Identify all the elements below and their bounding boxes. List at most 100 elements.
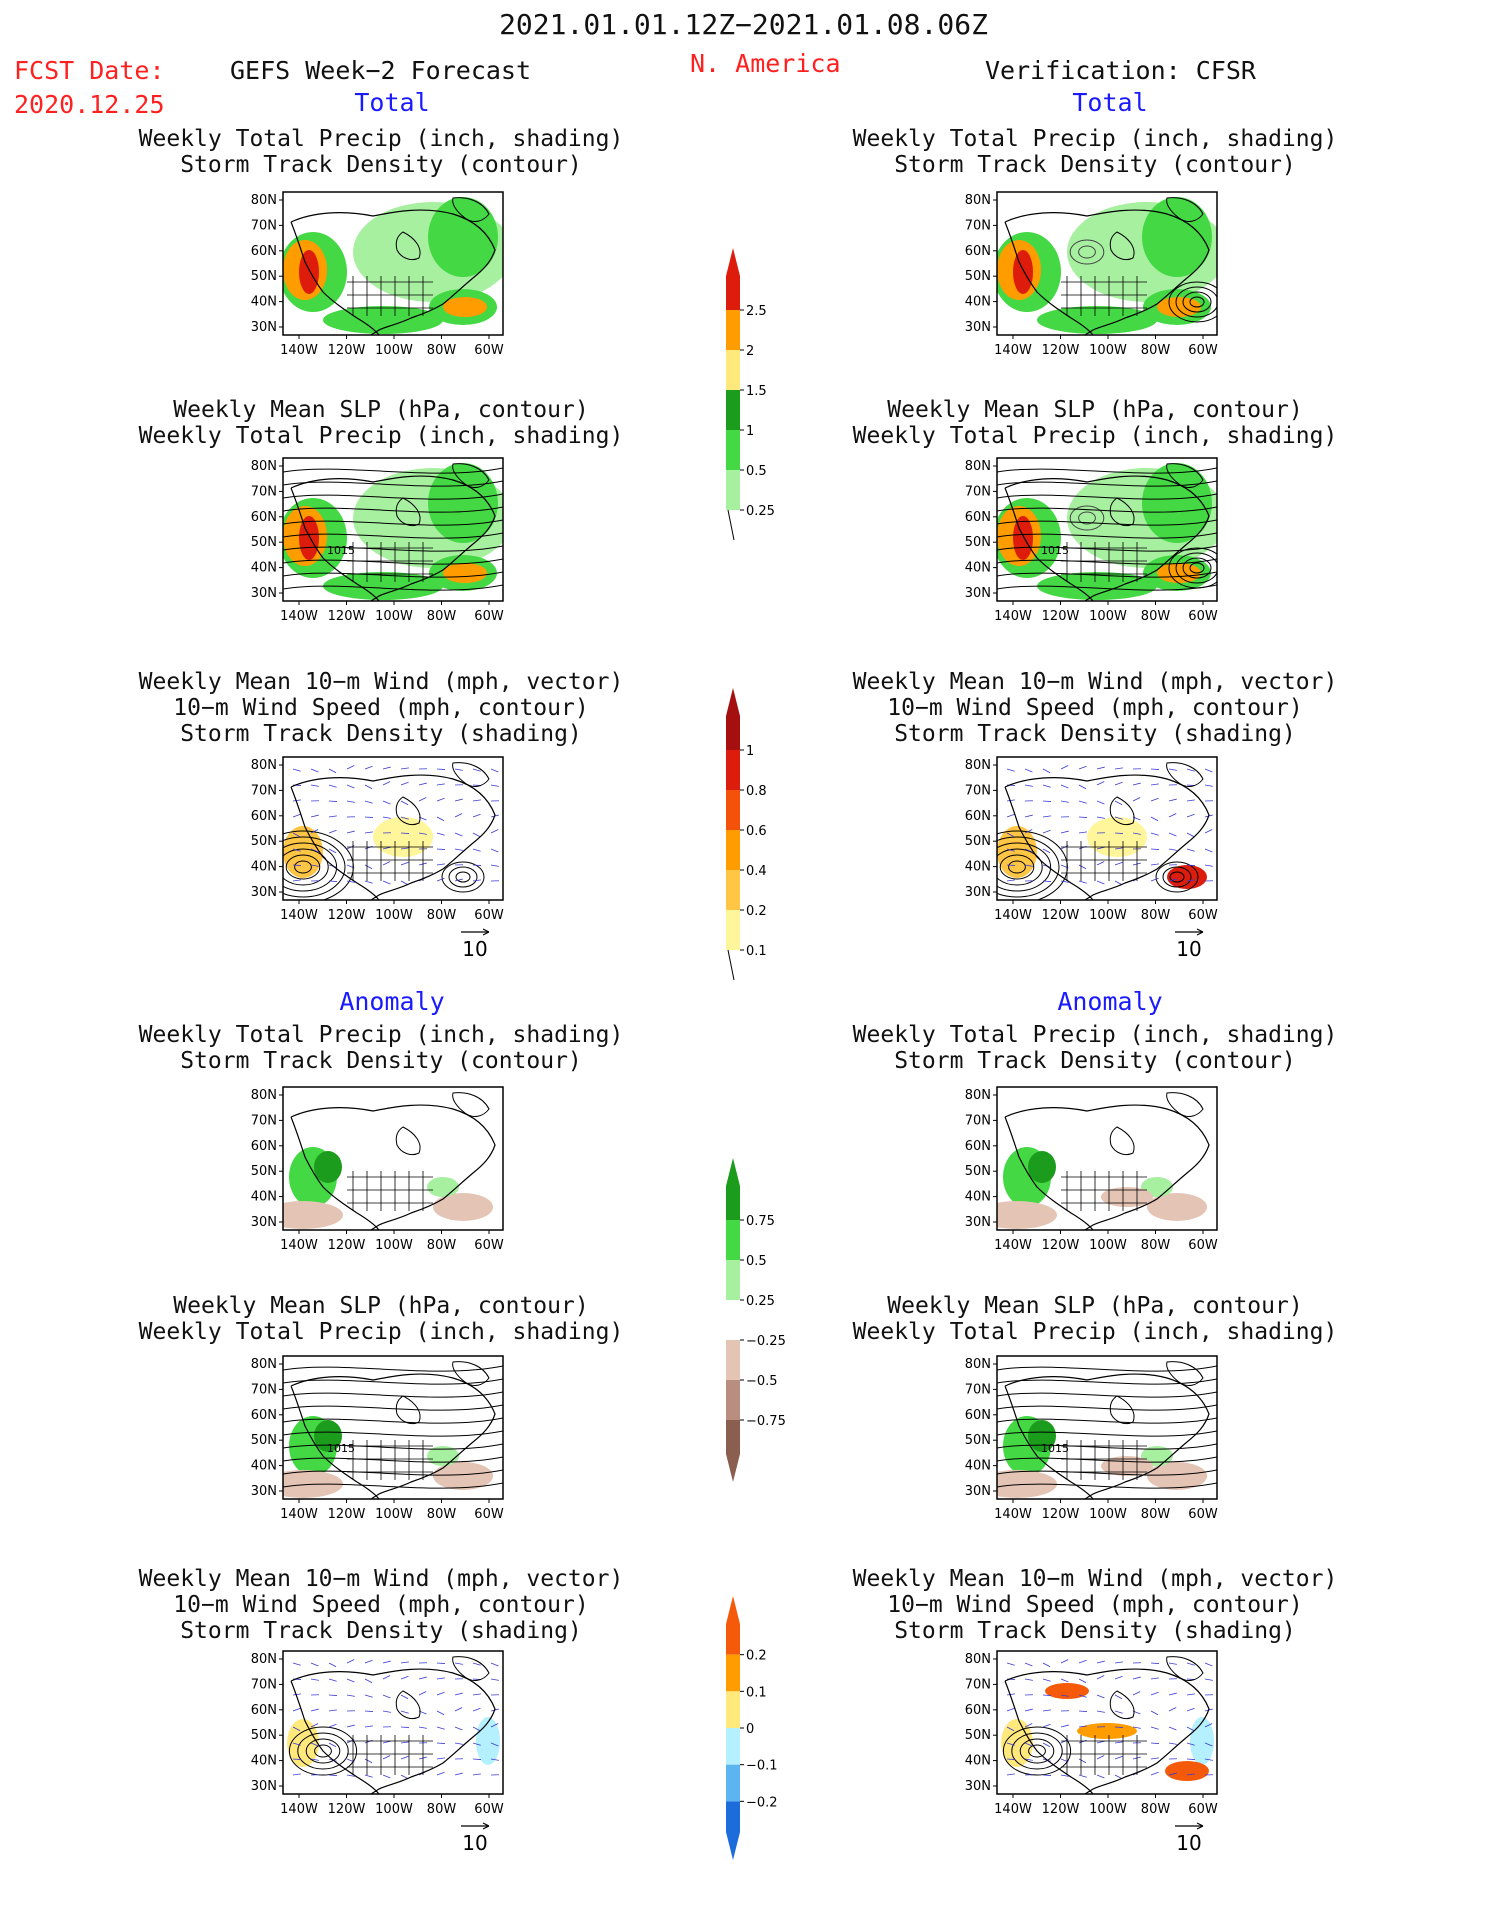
wind-vector <box>1006 848 1015 852</box>
colorbar-label: 0.8 <box>746 784 767 799</box>
section-label-anomaly-left: Anomaly <box>339 987 445 1016</box>
lat-tick-label: 30N <box>965 885 991 900</box>
lon-tick-label: 100W <box>375 609 413 624</box>
wind-vector <box>400 1726 410 1728</box>
slp-isobar <box>997 493 1217 500</box>
wind-vector <box>1150 1710 1159 1716</box>
lon-tick-label: 140W <box>280 1802 318 1817</box>
contour-line <box>997 836 1060 898</box>
wind-vector <box>292 848 301 852</box>
colorbar-label: 2 <box>746 344 754 359</box>
wind-vector <box>436 1757 445 1760</box>
wind-vector <box>1060 800 1069 803</box>
wind-vector <box>454 813 463 818</box>
panel-title-line: Storm Track Density (contour) <box>894 1048 1296 1074</box>
wind-vector <box>400 847 409 850</box>
wind-vector <box>1186 1773 1195 1776</box>
lat-tick-label: 60N <box>251 1408 277 1423</box>
colorbar-precip_anom: 0.75 0.5 0.25 −0.25 −0.5 −0.75 <box>726 1158 786 1482</box>
wind-vector <box>1204 1678 1213 1681</box>
wind-vector <box>490 848 499 853</box>
map-area <box>997 192 1217 335</box>
colorbar-label: −0.2 <box>746 1795 778 1810</box>
lon-tick-label: 60W <box>474 1507 504 1522</box>
lon-tick-label: 140W <box>280 908 318 923</box>
wind-vector <box>1078 784 1087 790</box>
colorbar-swatch <box>726 1380 740 1420</box>
slp-contour-label: 1015 <box>1041 1442 1069 1455</box>
lat-tick-label: 30N <box>251 1779 277 1794</box>
slp-isobar <box>283 532 503 539</box>
wind-vector <box>400 1694 409 1700</box>
coastline <box>1004 774 1210 900</box>
lon-tick-label: 120W <box>328 343 366 358</box>
wind-vector <box>472 1742 481 1746</box>
coastline <box>1004 1668 1210 1794</box>
wind-vector <box>1168 813 1177 818</box>
coastline <box>290 1668 496 1794</box>
wind-vector <box>310 848 319 853</box>
wind-vector <box>454 1707 463 1712</box>
contour-line <box>305 1738 341 1764</box>
slp-isobar <box>997 545 1217 552</box>
wind-vector <box>382 1774 391 1779</box>
lat-tick-label: 70N <box>965 218 991 233</box>
panel-title-line: Weekly Mean 10−m Wind (mph, vector) <box>852 669 1338 695</box>
wind-vector <box>454 1726 463 1731</box>
contour-line <box>1019 1738 1055 1764</box>
wind-vector <box>364 1710 374 1712</box>
lon-tick-label: 60W <box>1188 1238 1218 1253</box>
wind-vector <box>1150 797 1159 802</box>
lon-tick-label: 100W <box>375 1802 413 1817</box>
wind-vector <box>346 1694 355 1697</box>
lat-tick-label: 70N <box>251 783 277 798</box>
lon-tick-label: 140W <box>994 1507 1032 1522</box>
lat-tick-label: 60N <box>965 510 991 525</box>
map-area <box>997 1651 1217 1794</box>
wind-vector <box>454 832 463 837</box>
wind-vector <box>364 1774 373 1778</box>
wind-vector <box>1024 1708 1033 1712</box>
wind-vector <box>1186 1758 1196 1760</box>
lon-tick-label: 140W <box>280 1507 318 1522</box>
wind-vector <box>1096 1660 1105 1664</box>
wind-vector <box>1168 878 1177 882</box>
wind-vector <box>1204 1742 1213 1747</box>
wind-vector <box>1114 1741 1123 1744</box>
colorbar-label: −0.5 <box>746 1374 778 1389</box>
lon-tick-label: 140W <box>280 1238 318 1253</box>
lat-tick-label: 50N <box>251 834 277 849</box>
wind-vector <box>1204 1723 1213 1728</box>
wind-vector <box>1114 1726 1124 1728</box>
slp-isobar <box>283 519 503 526</box>
panel-title-line: 10−m Wind Speed (mph, contour) <box>173 1592 589 1618</box>
wind-vector <box>1186 1707 1195 1712</box>
wind-vector <box>1132 782 1141 786</box>
lon-tick-label: 100W <box>1089 1802 1127 1817</box>
precip-shading <box>1037 306 1157 334</box>
wind-vector <box>1186 1726 1195 1732</box>
lat-tick-label: 30N <box>251 1215 277 1230</box>
lat-tick-label: 40N <box>965 1754 991 1769</box>
lat-tick-label: 40N <box>251 1190 277 1205</box>
wind-vector <box>1168 1726 1177 1731</box>
wind-vector <box>454 1772 463 1776</box>
map-frame <box>282 191 504 336</box>
coastline <box>290 209 496 335</box>
colorbar-label: 0.5 <box>746 464 767 479</box>
map-frame <box>996 1650 1218 1795</box>
precip-shading <box>299 516 319 560</box>
colorbar-swatch <box>726 1300 740 1340</box>
wind-vector <box>328 848 337 854</box>
wind-vector <box>382 880 391 885</box>
lon-tick-label: 60W <box>474 1238 504 1253</box>
lon-tick-label: 60W <box>1188 1507 1218 1522</box>
wind-vector <box>490 1678 499 1681</box>
wind-vector <box>1042 1742 1051 1748</box>
wind-vector <box>436 877 445 882</box>
wind-vector <box>1186 768 1195 772</box>
lon-tick-label: 80W <box>1141 1802 1171 1817</box>
wind-vector <box>310 1678 319 1681</box>
wind-vector <box>382 766 391 770</box>
